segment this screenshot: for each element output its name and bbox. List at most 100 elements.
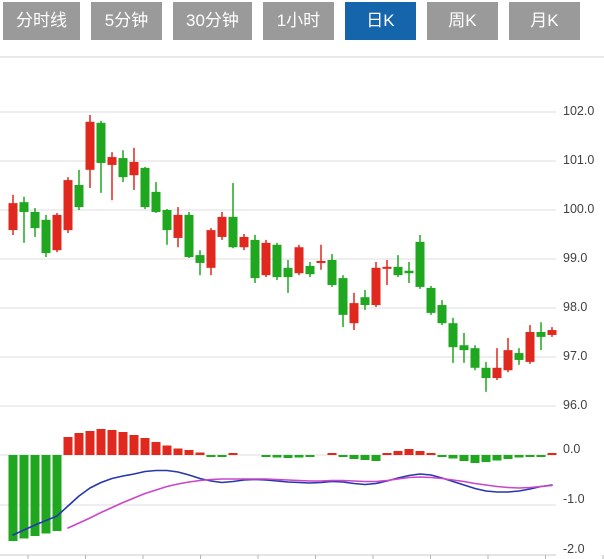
candle-body bbox=[360, 297, 370, 306]
macd-histogram-bar bbox=[74, 433, 84, 455]
macd-histogram-bar bbox=[305, 455, 315, 457]
candle-body bbox=[129, 161, 139, 176]
candle-body bbox=[547, 330, 557, 335]
macd-histogram-bar bbox=[459, 455, 469, 461]
candle-body bbox=[503, 350, 513, 371]
price-axis-label: 102.0 bbox=[563, 104, 594, 118]
candle-body bbox=[338, 278, 348, 315]
macd-histogram-bar bbox=[140, 438, 150, 455]
candle-body bbox=[151, 191, 161, 212]
tab-5min[interactable]: 5分钟 bbox=[91, 2, 162, 40]
tab-monthly-k[interactable]: 月K bbox=[508, 2, 580, 40]
macd-histogram-bar bbox=[514, 455, 524, 458]
macd-histogram-bar bbox=[426, 453, 436, 455]
candle-body bbox=[96, 122, 106, 163]
macd-histogram-bar bbox=[63, 437, 73, 455]
macd-histogram-bar bbox=[19, 455, 29, 539]
candle-body bbox=[349, 303, 359, 324]
candle-body bbox=[305, 265, 315, 275]
candle-body bbox=[162, 210, 172, 231]
candle-body bbox=[327, 259, 337, 285]
timeframe-toolbar: 分时线 5分钟 30分钟 1小时 日K 周K 月K bbox=[3, 2, 580, 40]
macd-histogram-bar bbox=[52, 455, 62, 531]
candle-body bbox=[30, 211, 40, 229]
macd-histogram-bar bbox=[228, 453, 238, 455]
macd-histogram-bar bbox=[151, 442, 161, 455]
macd-histogram-bar bbox=[448, 455, 458, 459]
macd-histogram-bar bbox=[217, 455, 227, 457]
macd-histogram-bar bbox=[470, 455, 480, 463]
macd-histogram-bar bbox=[261, 455, 271, 457]
tab-timeline[interactable]: 分时线 bbox=[3, 2, 80, 40]
macd-histogram-bar bbox=[338, 455, 348, 457]
macd-histogram-bar bbox=[437, 455, 447, 457]
macd-dif-line bbox=[12, 469, 553, 536]
candle-body bbox=[470, 348, 480, 368]
macd-histogram-bar bbox=[525, 455, 535, 457]
macd-axis-label: -2.0 bbox=[563, 542, 585, 556]
candle-body bbox=[74, 185, 84, 208]
candle-body bbox=[404, 270, 414, 274]
price-axis-label: 97.0 bbox=[563, 349, 587, 363]
candle-body bbox=[382, 266, 392, 269]
price-axis-label: 101.0 bbox=[563, 153, 594, 167]
candle-body bbox=[481, 367, 491, 379]
macd-histogram-bar bbox=[536, 455, 546, 457]
macd-histogram-bar bbox=[382, 453, 392, 455]
macd-histogram-bar bbox=[283, 455, 293, 458]
candle-body bbox=[261, 242, 271, 276]
candle-body bbox=[206, 230, 216, 268]
candle-body bbox=[107, 157, 117, 165]
macd-histogram-bar bbox=[360, 455, 370, 460]
macd-histogram-bar bbox=[294, 455, 304, 458]
macd-histogram-bar bbox=[272, 455, 282, 458]
macd-histogram-bar bbox=[503, 455, 513, 459]
macd-histogram-bar bbox=[118, 432, 128, 455]
candle-body bbox=[184, 214, 194, 258]
candle-body bbox=[437, 305, 447, 324]
candle-body bbox=[173, 214, 183, 238]
candle-body bbox=[393, 266, 403, 276]
candle-body bbox=[283, 267, 293, 278]
tab-30min[interactable]: 30分钟 bbox=[173, 2, 252, 40]
tab-daily-k[interactable]: 日K bbox=[344, 2, 416, 40]
candle-body bbox=[426, 287, 436, 313]
macd-histogram-bar bbox=[404, 449, 414, 455]
candle-body bbox=[52, 214, 62, 251]
candle-body bbox=[140, 167, 150, 208]
candle-body bbox=[195, 255, 205, 263]
candle-body bbox=[217, 216, 227, 237]
candle-body bbox=[63, 180, 73, 231]
macd-histogram-bar bbox=[206, 455, 216, 457]
macd-histogram-bar bbox=[96, 429, 106, 455]
macd-axis-label: -1.0 bbox=[563, 492, 585, 506]
candle-body bbox=[272, 244, 282, 278]
macd-histogram-bar bbox=[41, 455, 51, 534]
macd-histogram-bar bbox=[415, 451, 425, 455]
candle-body bbox=[448, 323, 458, 348]
candle-body bbox=[228, 216, 238, 248]
candle-body bbox=[41, 219, 51, 254]
macd-dea-line bbox=[67, 476, 553, 529]
macd-histogram-bar bbox=[481, 455, 491, 462]
tab-1hour[interactable]: 1小时 bbox=[262, 2, 334, 40]
price-axis-label: 96.0 bbox=[563, 398, 587, 412]
candle-body bbox=[250, 239, 260, 279]
candle-body bbox=[19, 202, 29, 212]
macd-histogram-bar bbox=[195, 452, 205, 455]
candle-body bbox=[536, 332, 546, 337]
tab-weekly-k[interactable]: 周K bbox=[426, 2, 498, 40]
candle-body bbox=[514, 353, 524, 360]
macd-histogram-bar bbox=[107, 430, 117, 455]
candle-body bbox=[294, 247, 304, 274]
macd-histogram-bar bbox=[8, 455, 18, 541]
macd-histogram-bar bbox=[393, 451, 403, 455]
candle-body bbox=[239, 236, 249, 248]
macd-histogram-bar bbox=[162, 445, 172, 455]
macd-histogram-bar bbox=[30, 455, 40, 536]
price-axis-label: 99.0 bbox=[563, 251, 587, 265]
candle-body bbox=[85, 121, 95, 170]
macd-histogram-bar bbox=[184, 450, 194, 455]
macd-histogram-bar bbox=[371, 455, 381, 461]
